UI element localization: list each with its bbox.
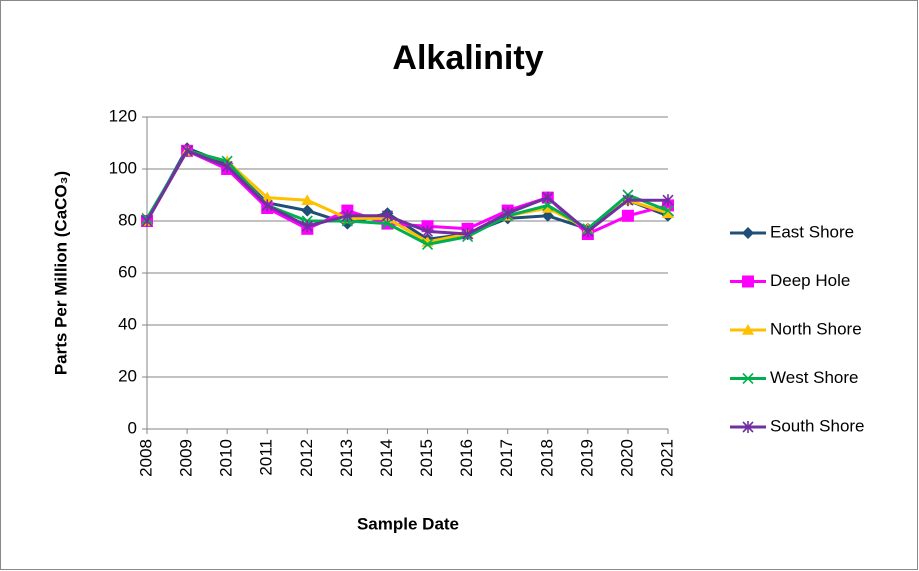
marker: [301, 204, 314, 217]
marker: [301, 220, 313, 233]
marker: [261, 199, 273, 212]
marker: [301, 194, 314, 205]
marker: [662, 207, 674, 218]
marker: [341, 209, 353, 222]
marker: [462, 228, 474, 240]
marker: [621, 209, 634, 222]
chart-title: Alkalinity: [392, 39, 543, 77]
marker: [421, 238, 434, 250]
marker-shape: [742, 324, 754, 335]
marker: [141, 215, 153, 227]
marker: [742, 421, 754, 433]
legend-label: North Shore: [770, 319, 862, 338]
x-tick-label: 2009: [177, 439, 196, 477]
x-tick-label: 2017: [497, 439, 516, 477]
marker: [662, 194, 674, 207]
y-tick-label: 0: [128, 418, 137, 437]
x-tick-label: 2012: [297, 439, 316, 477]
legend-label: South Shore: [770, 416, 865, 435]
marker: [662, 205, 674, 217]
marker: [541, 202, 554, 213]
marker-shape: [662, 205, 674, 217]
marker: [742, 227, 754, 239]
y-tick-label: 40: [118, 314, 137, 333]
marker: [622, 194, 634, 207]
x-tick-label: 2021: [657, 439, 676, 477]
x-tick-label: 2020: [617, 439, 636, 477]
marker-shape: [381, 218, 394, 230]
y-tick-label: 100: [109, 158, 137, 177]
x-axis-title: Sample Date: [357, 514, 459, 533]
marker: [381, 209, 394, 222]
y-tick-label: 120: [109, 106, 137, 125]
marker: [542, 191, 554, 204]
y-tick-label: 60: [118, 262, 137, 281]
marker-shape: [742, 275, 754, 288]
marker: [582, 225, 594, 238]
legend-label: West Shore: [770, 368, 859, 387]
x-tick-label: 2014: [377, 439, 396, 477]
x-tick-label: 2013: [337, 439, 356, 477]
marker: [261, 191, 274, 203]
marker-shape: [421, 238, 434, 250]
legend-label: East Shore: [770, 222, 854, 241]
marker: [742, 324, 754, 335]
marker-shape: [261, 191, 274, 203]
marker-shape: [621, 209, 634, 222]
marker: [421, 225, 434, 238]
x-tick-label: 2015: [417, 439, 436, 477]
marker-shape: [301, 204, 314, 217]
series-line: [145, 149, 668, 236]
x-tick-label: 2008: [136, 439, 155, 477]
y-tick-label: 80: [118, 210, 137, 229]
y-tick-label: 20: [118, 366, 137, 385]
x-tick-label: 2016: [457, 439, 476, 477]
x-tick-label: 2018: [537, 439, 556, 477]
x-tick-label: 2019: [577, 439, 596, 477]
marker: [502, 207, 514, 220]
marker: [742, 372, 754, 385]
legend-label: Deep Hole: [770, 271, 850, 290]
marker-shape: [742, 227, 754, 239]
marker: [381, 218, 394, 230]
marker-shape: [301, 194, 314, 205]
marker: [181, 144, 193, 157]
y-axis-title: Parts Per Million (CaCO₃): [51, 171, 70, 375]
marker: [742, 275, 754, 288]
marker: [221, 160, 233, 173]
x-tick-label: 2010: [217, 439, 236, 477]
marker-shape: [742, 372, 754, 385]
marker-shape: [541, 202, 554, 213]
x-tick-label: 2011: [257, 439, 276, 476]
marker-shape: [662, 207, 674, 218]
